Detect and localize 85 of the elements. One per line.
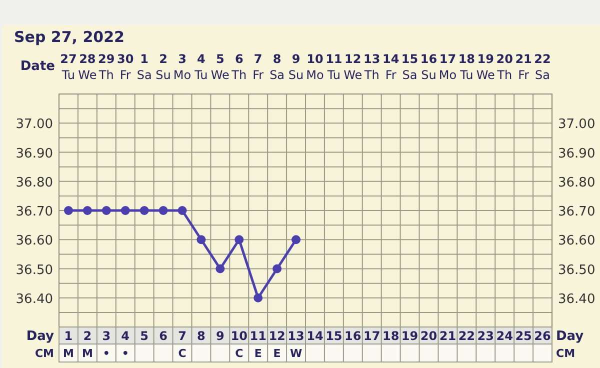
text: 22 Sa [534,52,551,82]
text: 4 Tu [194,52,208,82]
x-tick-label: 10 C [230,329,248,360]
x-tick-label: 6 [159,329,168,343]
text: 10 Mo [306,52,324,82]
y-tick-label: 37.00 [16,117,53,132]
x-tick-label: 9 [216,329,224,343]
x-tick-label: 11 E [250,329,266,360]
y2-tick-label: 36.70 [558,204,596,220]
x-tick-label: 26 [534,329,551,343]
x-tick-label: 2 M [82,329,93,360]
y-tick-label: 36.40 [16,292,53,307]
text: 7 Fr [252,52,264,82]
x-tick-label: 18 [382,329,400,343]
text: 15 Sa [401,52,418,82]
y-tick-label: 36.70 [16,204,53,220]
text: 28 We [78,52,97,82]
y-tick-label: 36.60 [16,234,53,249]
text: 19 We [476,52,495,82]
chart-title: Sep 27, 2022 [14,28,124,46]
text: 5 We [210,52,230,82]
x-tick-label: 16 [344,329,362,343]
text: 2 Su [156,52,171,82]
point [158,206,168,215]
x-axis-title: Day [556,329,584,344]
text: 13 Th [363,52,380,82]
text: 18 Tu [458,52,476,82]
y2-tick-label: 36.50 [558,262,596,278]
point [292,235,301,244]
y2-tick-label: 36.40 [558,292,596,307]
x-tick-label: 8 [197,329,206,343]
point [82,206,92,215]
y2-tick-label: 36.60 [558,234,596,249]
text: 12 We [344,52,362,82]
x2-axis-title: Date [20,59,56,74]
point [196,235,206,244]
point [234,235,244,244]
text: 21 Fr [515,52,532,82]
x-tick-label: 17 [364,329,380,343]
text: 17 Mo [438,52,457,82]
point [102,206,111,215]
text: 29 Th [98,52,115,82]
y2-tick-label: 36.90 [558,146,596,162]
x-tick-label: 4 • [121,329,130,360]
x-tick-label: 20 [420,329,438,343]
text: 16 Su [420,52,438,82]
text: 6 Th [230,52,247,82]
x-tick-label: 21 [439,329,456,343]
text: 30 Fr [117,52,134,82]
x-tick-label: 19 [401,329,418,343]
text: 11 Tu [326,52,342,82]
text: 14 Fr [382,52,400,82]
x-tick-label: 24 [496,329,513,343]
text: 3 Mo [173,52,192,82]
x-tick-label: 14 [306,329,324,343]
text: 9 Su [288,52,304,82]
point [216,264,225,274]
text: 27 Tu [60,52,77,82]
x-tick-label: 22 [458,329,476,343]
point [120,206,130,215]
x-tick-label: 13 W [288,329,304,360]
point [64,206,73,215]
x-tick-label: 15 [326,329,342,343]
text: Day [26,329,54,344]
point [272,264,282,274]
x-tick-label: 7 C [178,329,186,360]
y-tick-label: 36.80 [16,175,53,190]
point [254,293,263,302]
x-tick-label: 3 • [102,329,111,360]
x-tick-label: 25 [515,329,532,343]
point [178,206,187,215]
text: 20 Th [496,52,513,82]
point [140,206,149,215]
text: CM [34,347,54,360]
x-tick-label: 5 [140,329,149,343]
y-tick-label: 36.50 [16,262,53,278]
x-tick-label: 1 M [63,329,74,360]
y-tick-label: 36.90 [16,146,53,162]
x-tick-label: 23 [477,329,494,343]
text: 1 Sa [136,52,152,82]
text: CM [556,347,576,360]
y2-tick-label: 36.80 [558,175,596,190]
text: 8 Sa [270,52,285,82]
x-tick-label: 12 E [268,329,286,360]
y2-tick-label: 37.00 [558,117,596,132]
